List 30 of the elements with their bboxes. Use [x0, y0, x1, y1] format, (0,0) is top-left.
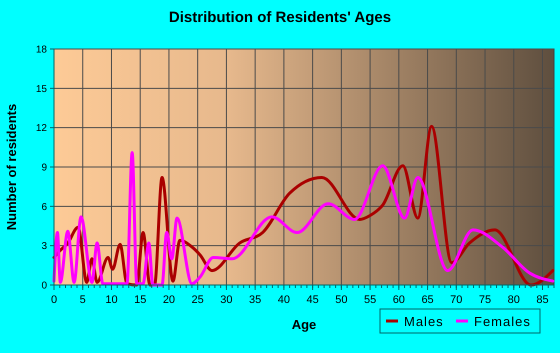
x-tick-label: 10 — [105, 294, 118, 306]
y-tick-label: 3 — [41, 241, 48, 252]
y-tick-label: 6 — [41, 202, 48, 213]
legend-label: Males — [404, 314, 444, 329]
chart-title: Distribution of Residents' Ages — [168, 9, 392, 26]
x-tick-label: 70 — [450, 294, 462, 306]
y-tick-label: 9 — [41, 162, 48, 174]
y-tick-label: 15 — [36, 84, 48, 95]
y-tick-label: 0 — [41, 280, 48, 292]
x-tick-label: 75 — [478, 294, 492, 306]
x-tick-label: 5 — [80, 294, 86, 306]
x-tick-label: 40 — [278, 294, 290, 306]
x-tick-label: 65 — [421, 294, 434, 306]
y-axis-title: Number of residents — [4, 104, 19, 230]
x-axis-title: Age — [292, 317, 316, 332]
y-tick-label: 18 — [36, 44, 48, 56]
x-tick-label: 45 — [306, 294, 319, 306]
legend-label: Females — [474, 314, 531, 329]
x-tick-label: 60 — [392, 294, 405, 306]
y-tick-label: 12 — [36, 123, 48, 134]
x-tick-label: 80 — [508, 294, 520, 306]
x-tick-label: 35 — [249, 294, 262, 306]
x-tick-label: 20 — [162, 294, 176, 306]
x-tick-label: 15 — [134, 294, 146, 306]
x-tick-label: 25 — [192, 294, 204, 306]
x-tick-label: 85 — [536, 294, 549, 306]
x-tick-label: 30 — [220, 294, 233, 306]
x-tick-label: 55 — [364, 294, 376, 306]
x-tick-label: 0 — [50, 294, 58, 306]
x-tick-label: 50 — [335, 294, 348, 306]
